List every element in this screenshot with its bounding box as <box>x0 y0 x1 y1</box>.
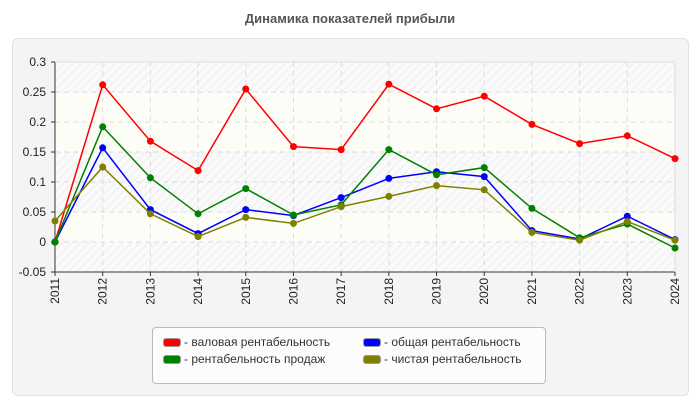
data-point <box>51 217 59 225</box>
data-point <box>289 143 297 151</box>
legend-label: - общая рентабельность <box>384 335 521 349</box>
data-point <box>433 171 441 179</box>
series-line <box>54 83 676 243</box>
data-point <box>623 212 631 220</box>
data-point <box>385 80 393 88</box>
data-point <box>337 203 345 211</box>
y-tick-label: 0.2 <box>29 115 46 129</box>
x-tick-label: 2013 <box>143 278 157 305</box>
series-line <box>54 165 676 241</box>
legend-label: - чистая рентабельность <box>384 352 522 366</box>
data-point <box>623 218 631 226</box>
legend-item: - чистая рентабельность <box>363 352 521 366</box>
data-point <box>99 123 107 131</box>
data-point <box>337 194 345 202</box>
data-point <box>242 213 250 221</box>
x-tick-label: 2014 <box>191 278 205 305</box>
series-line <box>54 146 676 243</box>
data-point <box>51 238 59 246</box>
data-point <box>528 228 536 236</box>
data-point <box>480 173 488 181</box>
data-point <box>671 155 679 163</box>
legend-label: - валовая рентабельность <box>184 335 331 349</box>
legend-swatch <box>163 337 181 347</box>
data-point <box>480 92 488 100</box>
y-tick-label: 0.25 <box>23 85 47 99</box>
legend-swatch <box>363 354 381 364</box>
y-tick-label: 0.15 <box>23 145 47 159</box>
y-tick-label: 0.3 <box>29 55 46 69</box>
data-point <box>385 174 393 182</box>
x-tick-label: 2017 <box>334 278 348 305</box>
data-point <box>194 233 202 241</box>
data-point <box>242 185 250 193</box>
data-point <box>433 182 441 190</box>
data-point <box>385 146 393 154</box>
data-point <box>146 137 154 145</box>
x-tick-label: 2021 <box>525 278 539 305</box>
x-tick-label: 2018 <box>382 278 396 305</box>
data-point <box>146 174 154 182</box>
data-point <box>480 186 488 194</box>
data-point <box>385 192 393 200</box>
chart-title: Динамика показателей прибыли <box>244 11 456 26</box>
legend: - валовая рентабельность - общая рентабел… <box>152 327 546 384</box>
data-point <box>480 164 488 172</box>
y-tick-label: 0.05 <box>23 205 47 219</box>
data-point <box>289 211 297 219</box>
data-point <box>99 144 107 152</box>
legend-item: - валовая рентабельность <box>163 335 330 349</box>
x-tick-label: 2015 <box>239 278 253 305</box>
data-point <box>623 132 631 140</box>
data-point <box>528 120 536 128</box>
legend-swatch <box>163 354 181 364</box>
series-line <box>54 125 676 249</box>
data-point <box>433 105 441 113</box>
legend-label: - рентабельность продаж <box>184 352 326 366</box>
x-tick-label: 2016 <box>286 278 300 305</box>
data-point <box>146 210 154 218</box>
x-tick-label: 2019 <box>430 278 444 305</box>
data-point <box>671 244 679 252</box>
legend-swatch <box>363 337 381 347</box>
legend-item: - общая рентабельность <box>363 335 521 349</box>
data-point <box>242 206 250 214</box>
data-point <box>289 219 297 227</box>
data-point <box>671 236 679 244</box>
x-tick-label: 2022 <box>573 278 587 305</box>
x-tick-label: 2024 <box>668 278 682 305</box>
y-tick-label: 0.1 <box>29 175 46 189</box>
x-tick-label: 2012 <box>96 278 110 305</box>
legend-item: - рентабельность продаж <box>163 352 325 366</box>
x-tick-label: 2023 <box>620 278 634 305</box>
data-point <box>99 163 107 171</box>
y-tick-label: -0.05 <box>19 265 47 279</box>
data-point <box>528 204 536 212</box>
x-tick-label: 2020 <box>477 278 491 305</box>
data-point <box>194 167 202 175</box>
data-point <box>576 140 584 148</box>
y-tick-label: 0 <box>39 235 46 249</box>
x-tick-label: 2011 <box>48 278 62 304</box>
data-point <box>242 85 250 93</box>
data-point <box>576 236 584 244</box>
data-point <box>337 146 345 154</box>
data-point <box>194 210 202 218</box>
data-point <box>99 81 107 89</box>
